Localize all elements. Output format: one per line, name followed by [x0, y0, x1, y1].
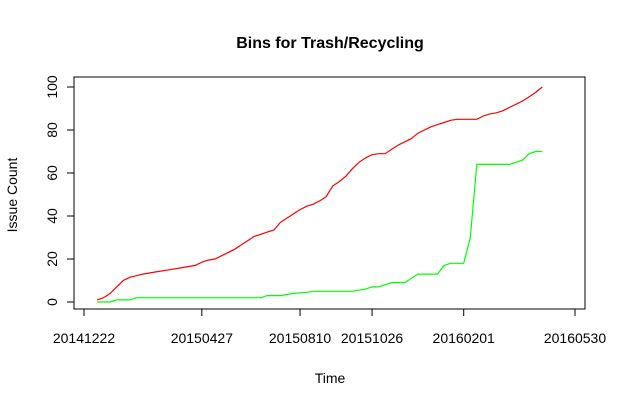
x-tick-label: 20150810 [269, 330, 332, 346]
y-tick-label: 40 [44, 208, 60, 224]
series-line-2 [97, 150, 543, 303]
y-axis: 0 20 40 60 80 100 [44, 75, 75, 306]
plot-frame [73, 76, 586, 310]
series-line-1 [96, 86, 543, 301]
y-axis-label: Issue Count [4, 158, 20, 233]
y-tick-label: 60 [44, 165, 60, 181]
y-tick-label: 80 [44, 122, 60, 138]
x-tick-label: 20150427 [171, 330, 234, 346]
x-tick-label: 20160530 [544, 330, 607, 346]
chart-title: Bins for Trash/Recycling [236, 35, 424, 52]
x-axis-label: Time [315, 370, 346, 386]
y-tick-label: 0 [44, 298, 60, 306]
y-tick-label: 100 [44, 75, 60, 99]
series-layer [96, 86, 543, 303]
y-tick-label: 20 [44, 251, 60, 267]
x-axis: 20141222 20150427 20150810 20151026 20160201… [53, 308, 607, 346]
x-tick-label: 20151026 [341, 330, 404, 346]
x-tick-label: 20160201 [433, 330, 496, 346]
x-tick-label: 20141222 [53, 330, 116, 346]
